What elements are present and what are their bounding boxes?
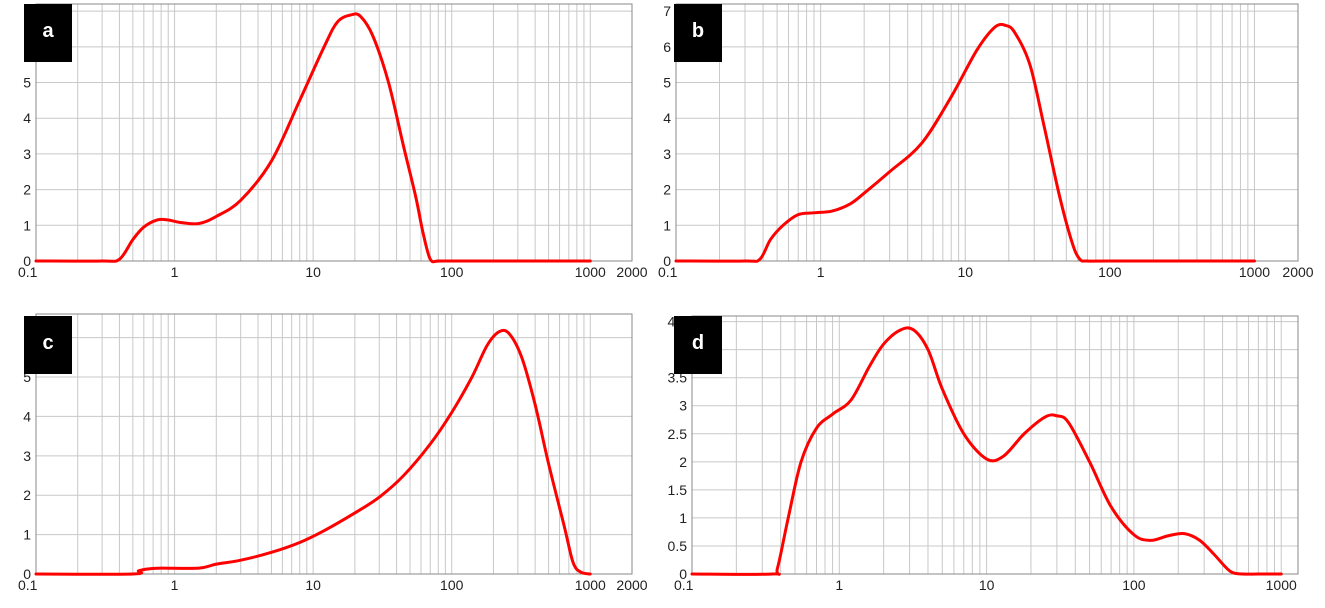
- series-line: [34, 328, 592, 576]
- series-line: [690, 326, 1283, 576]
- grid-lines: [676, 4, 1299, 262]
- panel-label: d: [692, 332, 704, 354]
- x-tick-label: 100: [440, 577, 464, 593]
- y-tick-label: 1.5: [668, 482, 688, 498]
- x-tick-label: 0.1: [674, 577, 694, 593]
- x-tick-label: 1000: [1266, 577, 1297, 593]
- x-tick-label: 1000: [575, 264, 606, 280]
- y-tick-label: 1: [23, 527, 31, 543]
- series-line: [34, 12, 592, 264]
- x-tick-label: 1000: [575, 577, 606, 593]
- grid-lines: [36, 4, 633, 262]
- panel-label: c: [42, 332, 53, 354]
- grid-lines: [692, 316, 1298, 575]
- x-tick-label: 1: [817, 264, 825, 280]
- plot-frame: [35, 313, 633, 575]
- chart-svg-b: 0 1 2 3 4 5 6 7 0.1 1 10 100 1000 2000 b: [658, 3, 1314, 280]
- y-tick-label: 1: [663, 217, 671, 233]
- chart-panel-b: 0 1 2 3 4 5 6 7 0.1 1 10 100 1000 2000 b: [652, 0, 1322, 305]
- y-tick-label: 1: [23, 217, 31, 233]
- y-tick-label: 3: [23, 448, 31, 464]
- y-tick-label: 6: [663, 39, 671, 55]
- x-tick-label: 10: [957, 264, 973, 280]
- x-tick-label: 10: [979, 577, 995, 593]
- grid-lines: [36, 314, 633, 575]
- x-tick-label: 2000: [616, 264, 647, 280]
- y-tick-label: 4: [663, 110, 671, 126]
- plot-frame: [691, 315, 1299, 575]
- y-tick-label: 3: [663, 146, 671, 162]
- y-tick-label: 1: [679, 510, 687, 526]
- plot-frame: [675, 3, 1299, 262]
- y-tick-label: 5: [663, 75, 671, 91]
- y-tick-label: 4: [23, 110, 31, 126]
- x-tick-label: 2000: [616, 577, 647, 593]
- x-tick-label: 0.1: [658, 264, 678, 280]
- x-tick-label: 0.1: [18, 577, 38, 593]
- panel-badge: [24, 4, 72, 62]
- x-tick-label: 1: [171, 264, 179, 280]
- y-tick-label: 0: [23, 566, 31, 582]
- y-tick-label: 2.5: [668, 426, 688, 442]
- panel-badge: [674, 316, 722, 374]
- panel-label: a: [42, 20, 54, 42]
- x-tick-label: 10: [305, 264, 321, 280]
- x-tick-label: 2000: [1282, 264, 1313, 280]
- y-tick-label: 2: [23, 487, 31, 503]
- y-tick-label: 0: [663, 253, 671, 269]
- y-tick-label: 7: [663, 3, 671, 19]
- series-line: [674, 22, 1256, 263]
- x-tick-label: 100: [1122, 577, 1146, 593]
- y-tick-label: 2: [663, 182, 671, 198]
- y-tick-label: 5: [23, 75, 31, 91]
- panel-badge: [674, 4, 722, 62]
- y-tick-label: 0.5: [668, 538, 688, 554]
- y-tick-label: 2: [23, 182, 31, 198]
- y-tick-label: 2: [679, 454, 687, 470]
- y-tick-label: 5: [23, 369, 31, 385]
- x-tick-label: 0.1: [18, 264, 38, 280]
- y-tick-label: 4: [23, 408, 31, 424]
- x-tick-label: 10: [305, 577, 321, 593]
- y-tick-label: 3: [679, 398, 687, 414]
- plot-frame: [35, 3, 633, 262]
- panel-label: b: [692, 20, 704, 42]
- y-tick-label: 0: [679, 566, 687, 582]
- x-tick-label: 1: [835, 577, 843, 593]
- y-tick-label: 0: [23, 253, 31, 269]
- x-tick-label: 1: [171, 577, 179, 593]
- panel-badge: [24, 316, 72, 374]
- x-tick-label: 100: [1098, 264, 1122, 280]
- y-tick-label: 3: [23, 146, 31, 162]
- x-tick-label: 1000: [1239, 264, 1270, 280]
- x-tick-label: 100: [440, 264, 464, 280]
